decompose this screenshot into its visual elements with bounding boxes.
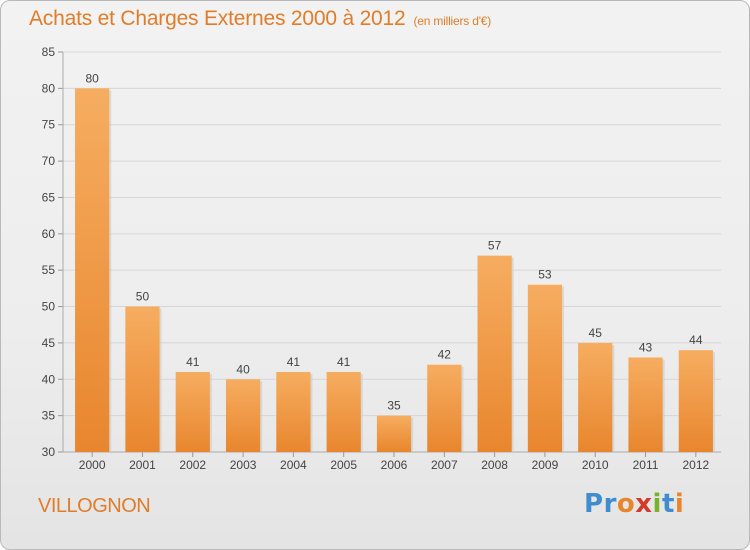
y-tick-label: 40 [42, 372, 56, 386]
chart-subtitle: (en milliers d'€) [413, 14, 492, 28]
bars: 80 50 41 40 41 41 35 42 57 53 45 43 44 [75, 71, 715, 452]
y-tick-label: 70 [42, 154, 56, 168]
bar [527, 284, 563, 452]
commune-name: VILLOGNON [38, 495, 151, 517]
bar-value-label: 40 [236, 362, 250, 376]
x-axis: 2000 2001 2002 2003 2004 2005 2006 2007 2008 2009… [79, 452, 710, 472]
x-tick-label: 2004 [280, 458, 307, 472]
bar [326, 372, 361, 452]
y-tick-label: 50 [42, 300, 56, 314]
chart-title: Achats et Charges Externes 2000 à 2012 (e… [29, 7, 491, 31]
bar-value-label: 41 [287, 355, 301, 369]
x-tick-label: 2011 [633, 458, 659, 472]
logo-letter: t [661, 489, 675, 519]
x-tick-label: 2007 [431, 458, 458, 472]
bar-value-label: 44 [689, 333, 703, 347]
x-tick-label: 2012 [682, 458, 709, 472]
x-tick-label: 2010 [582, 458, 609, 472]
bar [628, 357, 663, 452]
chart-title-text: Achats et Charges Externes 2000 à 2012 [29, 7, 406, 30]
logo-letter: i [674, 489, 685, 519]
bar [578, 342, 613, 452]
y-axis: 30 35 40 45 50 55 60 65 70 75 80 85 [42, 45, 721, 459]
x-tick-label: 2002 [179, 458, 206, 472]
x-tick-label: 2003 [230, 458, 257, 472]
bar-value-label: 43 [639, 340, 653, 354]
logo-letter: P [584, 489, 604, 519]
bar [678, 350, 713, 452]
y-tick-label: 65 [42, 190, 56, 204]
x-tick-label: 2009 [532, 458, 559, 472]
logo-letter: r [603, 489, 617, 519]
bar [225, 379, 261, 452]
bar-value-label: 41 [337, 355, 351, 369]
y-tick-label: 35 [42, 409, 56, 423]
bar-value-label: 50 [136, 290, 150, 304]
y-tick-label: 45 [42, 336, 56, 350]
bar-value-label: 53 [538, 268, 552, 282]
logo-letter: o [616, 489, 636, 519]
bar-value-label: 41 [186, 355, 200, 369]
y-tick-label: 75 [42, 118, 56, 132]
logo-letter: i [652, 489, 662, 519]
logo-letter: x [635, 489, 653, 519]
x-tick-label: 2006 [381, 458, 408, 472]
bar [75, 88, 110, 452]
y-tick-label: 85 [42, 45, 56, 59]
bar-value-label: 42 [438, 348, 452, 362]
proxiti-logo: Proxiti [584, 489, 684, 519]
y-tick-label: 30 [42, 445, 56, 459]
bar [175, 372, 210, 452]
bar [125, 306, 160, 452]
bar [276, 372, 311, 452]
bar-value-label: 35 [387, 399, 401, 413]
bar [427, 364, 462, 452]
x-tick-label: 2001 [129, 458, 156, 472]
x-tick-label: 2008 [481, 458, 508, 472]
bar-value-label: 45 [589, 326, 603, 340]
y-tick-label: 80 [42, 81, 56, 95]
bar [376, 415, 412, 452]
bar-value-label: 57 [488, 239, 502, 253]
y-tick-label: 55 [42, 263, 56, 277]
x-tick-label: 2000 [79, 458, 106, 472]
x-tick-label: 2005 [330, 458, 357, 472]
bar [477, 255, 512, 452]
bar-value-label: 80 [85, 71, 99, 85]
gridlines [63, 51, 721, 453]
y-tick-label: 60 [42, 227, 56, 241]
